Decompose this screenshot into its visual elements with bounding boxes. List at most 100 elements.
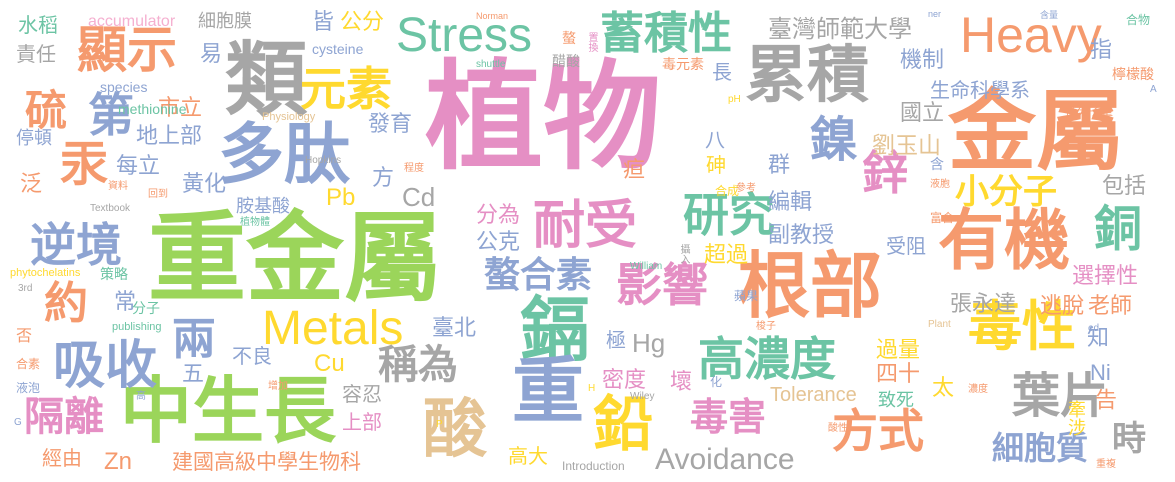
- word-rongren: 容忍: [342, 382, 382, 406]
- word-zengjia: 增加: [268, 381, 288, 392]
- word-fang: 方: [372, 166, 395, 191]
- word-fujiaoshou: 副教授: [768, 223, 835, 248]
- word-hewu: 合物: [1126, 13, 1151, 27]
- word-gaoda: 高大: [508, 444, 548, 468]
- word-avoidance: Avoidance: [655, 443, 795, 476]
- word-zn: Zn: [104, 448, 133, 475]
- word-nie: 鎳: [810, 112, 859, 168]
- word-jingyou: 經由: [42, 446, 82, 470]
- word-zhi2: 指: [1090, 38, 1113, 63]
- word-shouzu: 受阻: [886, 234, 926, 258]
- word-cankao: 參考: [736, 183, 756, 194]
- word-metals: Metals: [262, 302, 404, 355]
- word-suanxing: 酸性: [828, 423, 848, 434]
- word-anjisuan: 胺基酸: [236, 196, 290, 217]
- word-midu: 密度: [602, 368, 647, 393]
- word-gong: 汞: [60, 136, 109, 192]
- word-yanjiu: 研究: [683, 188, 775, 242]
- word-fuhan: 富含: [930, 211, 955, 225]
- word-gongke: 公克: [476, 230, 521, 255]
- word-hecheng: 合成: [715, 184, 740, 198]
- word-methionine: methionine: [118, 101, 187, 117]
- word-nongdu: 濃度: [968, 384, 988, 395]
- word-lei: 類: [225, 33, 308, 128]
- word-shili: 市立: [158, 96, 203, 121]
- word-zhongjinshu: 重金屬: [148, 202, 443, 316]
- word-aohesu: 螯合素: [484, 255, 593, 296]
- word-jie: 皆: [312, 10, 335, 35]
- word-william: William: [630, 261, 663, 272]
- word-jizhi: 機制: [900, 48, 945, 73]
- word-zhiwu: 植物: [425, 48, 662, 186]
- word-cysteine: cysteine: [312, 41, 364, 57]
- word-baokuo: 包括: [1102, 174, 1147, 199]
- word-p: P: [436, 419, 443, 430]
- word-zhong: 重: [512, 349, 585, 433]
- word-accumulator: accumulator: [88, 13, 176, 30]
- word-norman: Norman: [476, 11, 509, 21]
- word-ningmengsuan: 檸檬酸: [1112, 67, 1154, 83]
- word-shuttle: shuttle: [476, 59, 506, 70]
- word-liu: 硫: [25, 86, 68, 135]
- word-laoshi: 老師: [1088, 294, 1133, 319]
- word-introduction: Introduction: [562, 459, 625, 473]
- word-chaoguo: 超過: [704, 243, 749, 268]
- word-han: 含: [930, 157, 944, 173]
- word-fenwei: 分為: [476, 203, 521, 228]
- word-suozi: 梭子: [756, 321, 776, 332]
- word-tingdun: 停頓: [16, 128, 52, 149]
- word-chengdu: 程度: [404, 163, 424, 174]
- word-xin: 鋅: [862, 146, 908, 200]
- word-chang: 長: [712, 60, 732, 84]
- word-zhangyongda: 張永達: [950, 292, 1017, 317]
- word-celue: 策略: [100, 267, 128, 283]
- word-yingxiang: 影響: [616, 258, 708, 312]
- word-naishou: 耐受: [533, 196, 638, 256]
- word-gongfen: 公分: [340, 10, 385, 35]
- word-phytochelatins: phytochelatins: [10, 267, 81, 279]
- word-xiaofenzi: 小分子: [955, 172, 1057, 212]
- word-xibaomo: 細胞膜: [198, 11, 252, 32]
- word-taotuo: 逃脫: [1040, 294, 1085, 319]
- word-bianji: 編輯: [768, 190, 813, 215]
- word-chongfu: 重複: [1096, 459, 1116, 470]
- word-qun: 群: [768, 153, 791, 178]
- word-yuansu: 元素: [300, 62, 392, 116]
- word-stress: Stress: [396, 9, 533, 62]
- word-di: 第: [88, 88, 134, 142]
- word-huanghua: 黃化: [182, 172, 227, 197]
- word-hanliang: 含量: [1040, 11, 1059, 21]
- word-huidao: 回到: [148, 189, 168, 200]
- word-xianshi: 顯示: [77, 21, 177, 79]
- word-xishou: 吸收: [53, 336, 158, 396]
- word-species: species: [100, 79, 148, 95]
- word-fayu: 發育: [368, 112, 413, 137]
- word-duotai: 多肽: [218, 116, 350, 193]
- word-fenzi: 分子: [132, 301, 160, 317]
- word-3rd: 3rd: [18, 283, 33, 294]
- word-cd: Cd: [402, 182, 436, 212]
- word-zhiwuti: 植物體: [240, 217, 270, 228]
- word-shi: 時: [1112, 419, 1146, 459]
- word-qian: 鉛: [593, 390, 653, 460]
- word-duhai: 毒害: [690, 395, 767, 439]
- word-zhi: 知: [1087, 326, 1110, 351]
- word-duyuansu: 毒元素: [662, 57, 704, 73]
- word-fou: 否: [16, 326, 33, 345]
- word-ner: ner: [928, 9, 942, 19]
- word-physiology: Physiology: [262, 111, 316, 123]
- word-ziliao: 資料: [108, 181, 128, 192]
- word-duxing: 毒性: [968, 295, 1076, 358]
- word-gao2: 高: [136, 391, 146, 402]
- word-huai: 壞: [670, 370, 693, 395]
- word-sheru: 攝入: [678, 244, 689, 264]
- word-fangshi: 方式: [832, 404, 924, 458]
- word-genbu: 根部: [738, 244, 883, 328]
- word-qianshe: 牽涉: [1065, 400, 1086, 436]
- word-cusuan: 醋酸: [552, 54, 580, 70]
- word-zeren: 責任: [16, 42, 56, 66]
- word-ba: 八: [705, 128, 725, 152]
- word-ge: 鎘: [520, 289, 590, 371]
- word-shuidao: 水稻: [18, 13, 58, 37]
